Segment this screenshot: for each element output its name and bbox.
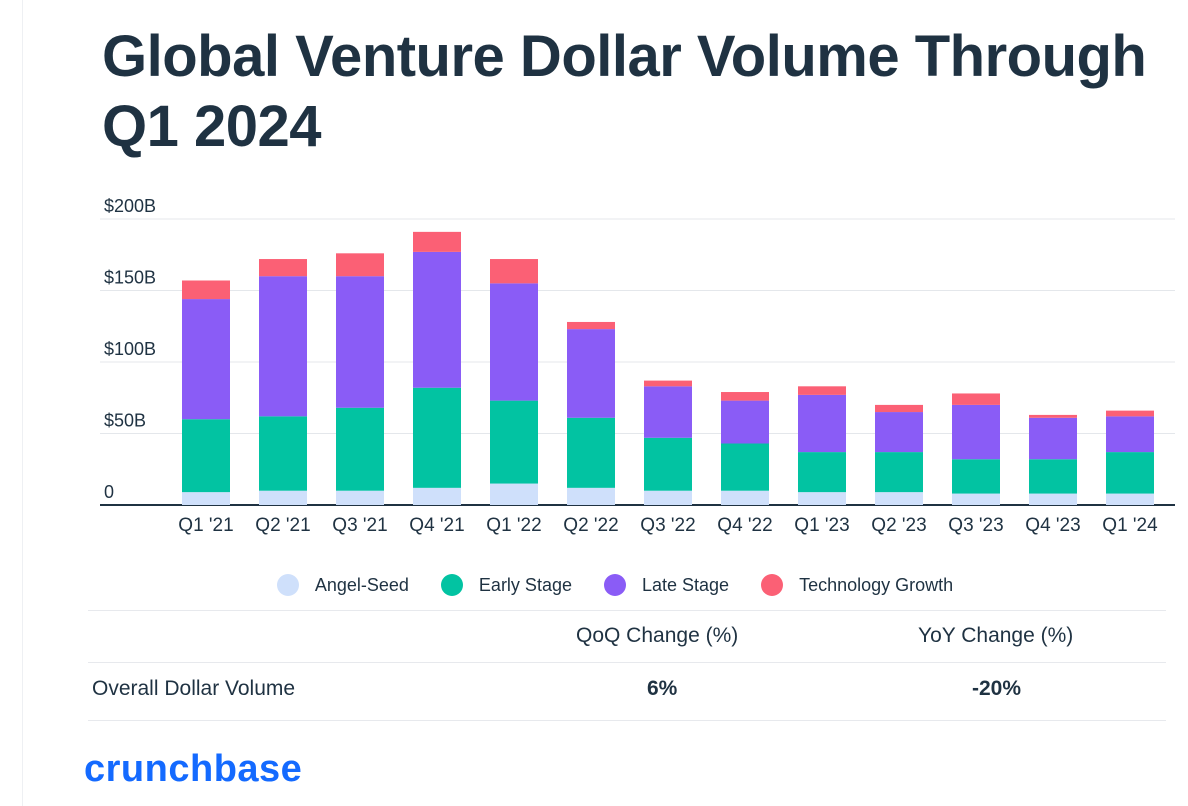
bar-segment [490, 259, 538, 284]
bar-segment [336, 253, 384, 277]
bar-segment [413, 251, 461, 388]
bar-segment [182, 280, 230, 300]
stacked-bar-chart: 0$50B$100B$150B$200B Q1 '21 Q2 '21 Q3 '21 Q… [100, 196, 1175, 536]
x-tick-label: Q2 '22 [563, 515, 618, 536]
y-tick-label: $50B [104, 411, 146, 431]
table-header-rule [88, 662, 1166, 663]
bar-segment [798, 394, 846, 453]
y-axis-ticks: 0 $50B $100B $150B $200B [104, 196, 156, 502]
bar-segment [644, 386, 692, 438]
bar-segment [644, 437, 692, 491]
bar-segment [567, 321, 615, 330]
y-tick-label: $200B [104, 196, 156, 216]
bar-segment [490, 283, 538, 401]
legend-item: Early Stage [440, 574, 572, 596]
bar-segment [413, 231, 461, 252]
bar-segment [721, 490, 769, 505]
x-tick-label: Q1 '21 [178, 515, 233, 536]
bars [182, 231, 1154, 505]
bar-segment [798, 386, 846, 395]
bar-segment [336, 407, 384, 491]
left-border [22, 0, 23, 806]
x-tick-label: Q1 '22 [486, 515, 541, 536]
bar-segment [1029, 459, 1077, 494]
legend-swatch [603, 574, 626, 596]
bar-segment [259, 490, 307, 505]
bar-segment [259, 416, 307, 491]
legend-swatch [276, 574, 299, 596]
bar-segment [952, 404, 1000, 460]
bar-segment [490, 483, 538, 505]
legend-item: Angel-Seed [276, 574, 409, 596]
bar-segment [259, 276, 307, 417]
legend-label: Late Stage [641, 574, 730, 595]
bar-segment [952, 459, 1000, 494]
bar-segment [567, 329, 615, 418]
bar-segment [567, 487, 615, 505]
qoq-header: QoQ Change (%) [576, 624, 739, 647]
bar-segment [1106, 416, 1154, 453]
bar-segment [721, 400, 769, 444]
bar-segment [1106, 493, 1154, 505]
x-tick-label: Q3 '23 [948, 515, 1003, 536]
bar-segment [1106, 452, 1154, 494]
legend-label: Angel-Seed [314, 574, 409, 595]
legend: Angel-Seed Early Stage Late Stage Technolog… [0, 570, 1188, 600]
bar-segment [644, 380, 692, 387]
x-axis-ticks: Q1 '21 Q2 '21 Q3 '21 Q4 '21 Q1 '22 Q2 '22 Q3 '… [178, 515, 1158, 536]
legend-item: Technology Growth [761, 574, 953, 596]
bar-segment [1106, 410, 1154, 417]
x-tick-label: Q4 '23 [1025, 515, 1080, 536]
x-tick-label: Q2 '21 [255, 515, 310, 536]
bar-segment [182, 419, 230, 493]
bar-segment [1029, 417, 1077, 460]
bar-segment [875, 404, 923, 413]
x-tick-label: Q1 '23 [794, 515, 849, 536]
qoq-value: 6% [647, 677, 678, 700]
bar-segment [567, 417, 615, 488]
bar-segment [644, 490, 692, 505]
x-tick-label: Q4 '21 [409, 515, 464, 536]
bar-segment [798, 492, 846, 505]
y-tick-label: $100B [104, 339, 156, 359]
legend-item: Late Stage [603, 574, 730, 596]
bar-segment [259, 259, 307, 277]
bar-segment [721, 392, 769, 401]
bar-segment [721, 443, 769, 491]
bar-segment [875, 412, 923, 453]
bar-segment [336, 276, 384, 408]
row-label: Overall Dollar Volume [92, 677, 296, 700]
x-tick-label: Q4 '22 [717, 515, 772, 536]
y-tick-label: 0 [104, 482, 114, 502]
bar-segment [875, 452, 923, 493]
bar-segment [182, 299, 230, 420]
x-tick-label: Q1 '24 [1102, 515, 1158, 536]
bar-segment [336, 490, 384, 505]
table-top-rule [88, 610, 1166, 611]
x-tick-label: Q2 '23 [871, 515, 926, 536]
bar-segment [798, 452, 846, 493]
legend-label: Technology Growth [799, 574, 954, 595]
bar-segment [1029, 414, 1077, 418]
bar-segment [413, 487, 461, 505]
bar-segment [875, 492, 923, 505]
bar-segment [413, 387, 461, 488]
bar-segment [1029, 493, 1077, 505]
bar-segment [952, 493, 1000, 505]
yoy-value: -20% [972, 677, 1022, 700]
table-bottom-rule [88, 720, 1166, 721]
legend-swatch [761, 574, 784, 596]
x-tick-label: Q3 '21 [332, 515, 387, 536]
yoy-header: YoY Change (%) [918, 624, 1074, 647]
legend-swatch [440, 574, 463, 596]
chart-title: Global Venture Dollar Volume Through Q1 … [102, 24, 1147, 159]
y-tick-label: $150B [104, 268, 156, 288]
x-tick-label: Q3 '22 [640, 515, 695, 536]
bar-segment [490, 400, 538, 484]
bar-segment [182, 492, 230, 505]
legend-label: Early Stage [478, 574, 572, 595]
crunchbase-logo: crunchbase [84, 748, 303, 790]
bar-segment [952, 393, 1000, 405]
